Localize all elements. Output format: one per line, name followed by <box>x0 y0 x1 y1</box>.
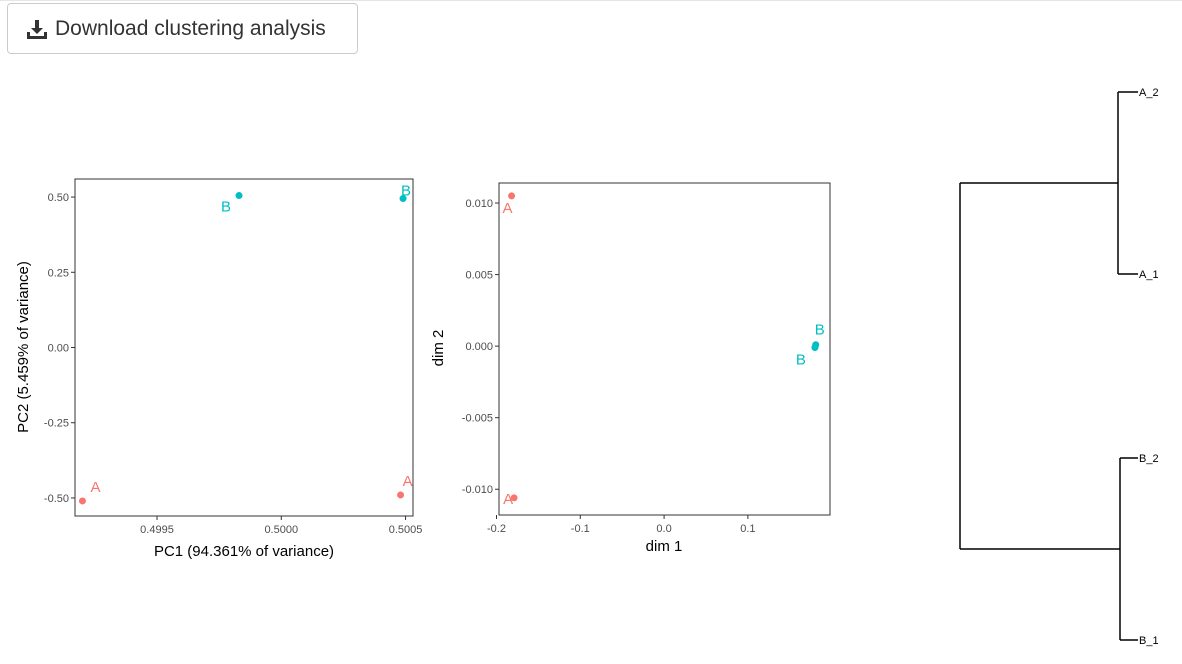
mds-x-tick-label: -0.1 <box>571 523 590 535</box>
mds-point-label: B <box>815 322 825 339</box>
pca-y-tick-label: -0.50 <box>44 493 69 505</box>
pca-y-axis-title: PC2 (5.459% of variance) <box>15 261 32 433</box>
mds-x-tick-label: 0.0 <box>656 523 671 535</box>
pca-point-b <box>399 195 407 203</box>
mds-y-axis: -0.010 -0.005 0.000 0.005 0.010 <box>462 198 499 496</box>
pca-y-tick-label: 0.00 <box>48 343 69 355</box>
mds-point-a <box>508 192 516 200</box>
mds-x-tick-label: -0.2 <box>487 523 506 535</box>
dendrogram-leaf-label: B_2 <box>1139 453 1159 465</box>
mds-y-tick-label: -0.010 <box>462 484 493 496</box>
dendrogram-leaf-label: A_1 <box>1139 269 1159 281</box>
pca-point-label: B <box>401 183 411 200</box>
pca-x-tick-label: 0.5000 <box>264 524 298 536</box>
mds-x-tick-label: 0.1 <box>740 523 755 535</box>
pca-point-b <box>235 192 243 200</box>
mds-y-tick-label: -0.005 <box>462 413 493 425</box>
download-clustering-button[interactable]: Download clustering analysis <box>7 3 358 54</box>
top-divider <box>0 0 1182 1</box>
mds-y-axis-title: dim 2 <box>430 330 447 367</box>
pca-points: A A B B <box>78 183 413 505</box>
mds-point-b <box>811 344 819 352</box>
mds-point-label: A <box>503 491 513 508</box>
mds-x-axis-title: dim 1 <box>646 538 683 555</box>
pca-x-tick-label: 0.5005 <box>389 524 423 536</box>
mds-y-tick-label: 0.005 <box>465 270 493 282</box>
mds-point-label: A <box>503 200 513 217</box>
mds-points: A A BB <box>503 192 825 508</box>
download-icon <box>25 17 49 41</box>
pca-point-label: A <box>90 479 100 496</box>
pca-point-a <box>397 491 405 499</box>
pca-x-tick-label: 0.4995 <box>140 524 174 536</box>
pca-x-axis: 0.4995 0.5000 0.5005 <box>140 516 422 536</box>
mds-point-label: B <box>796 352 806 369</box>
dendrogram-leaf-label: A_2 <box>1139 87 1159 99</box>
pca-y-axis: -0.50 -0.25 0.00 0.25 0.50 <box>44 192 75 505</box>
pca-point-a <box>78 497 86 505</box>
pca-y-tick-label: -0.25 <box>44 418 69 430</box>
mds-plot-panel <box>498 182 831 516</box>
dendrogram-leaf-label: B_1 <box>1139 635 1159 647</box>
pca-point-label: B <box>221 199 231 216</box>
mds-point-a <box>510 494 518 502</box>
mds-x-axis: -0.2 -0.1 0.0 0.1 <box>487 515 756 535</box>
pca-point-label: A <box>403 473 413 490</box>
mds-y-tick-label: 0.010 <box>465 198 493 210</box>
pca-x-axis-title: PC1 (94.361% of variance) <box>154 543 334 560</box>
pca-y-tick-label: 0.25 <box>48 267 69 279</box>
download-button-label: Download clustering analysis <box>55 16 326 40</box>
mds-y-tick-label: 0.000 <box>465 341 493 353</box>
pca-y-tick-label: 0.50 <box>48 192 69 204</box>
